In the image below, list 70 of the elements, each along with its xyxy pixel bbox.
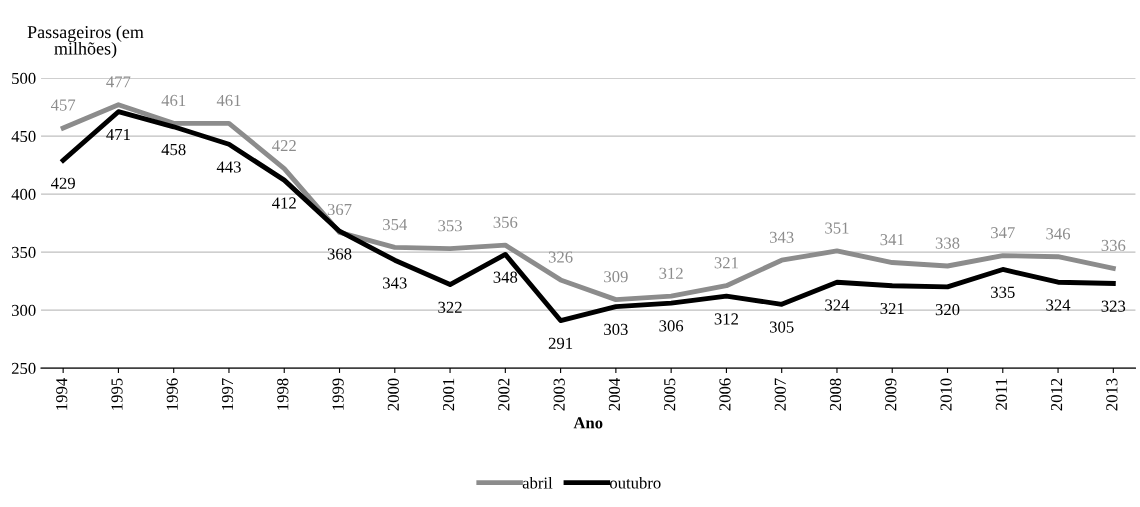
x-tick-label: 2000 [387, 378, 399, 411]
data-label: 458 [161, 143, 186, 156]
y-tick-label: 450 [11, 130, 36, 143]
legend-label: abril [522, 476, 553, 489]
x-tick-label: 2002 [498, 378, 510, 411]
data-label: 305 [769, 321, 794, 333]
data-label: 477 [106, 76, 131, 88]
x-tick-label: 2004 [608, 378, 621, 411]
y-tick-label: 300 [11, 304, 36, 317]
legend-label: outubro [609, 476, 661, 489]
data-label: 353 [438, 220, 462, 232]
data-label: 323 [1101, 300, 1126, 312]
x-tick-label: 1997 [221, 378, 234, 410]
data-label: 348 [493, 271, 518, 283]
data-label: 412 [272, 197, 296, 209]
data-label: 320 [935, 304, 960, 316]
x-tick-label: 2012 [1050, 378, 1063, 411]
y-axis-title: Passageiros (em milhões) [27, 25, 144, 59]
x-tick-label: 2010 [940, 378, 952, 411]
x-tick-label: 2005 [664, 378, 676, 411]
data-label: 341 [880, 234, 904, 246]
data-label: 443 [216, 161, 241, 173]
data-label: 347 [991, 227, 1015, 239]
data-label: 321 [714, 257, 738, 269]
x-tick-label: 2006 [719, 378, 731, 411]
data-label: 457 [50, 99, 76, 111]
data-label: 367 [327, 203, 352, 216]
data-label: 312 [659, 267, 683, 279]
x-tick-label: 2008 [829, 378, 842, 411]
x-tick-label: 1996 [166, 378, 178, 410]
x-tick-label: 1994 [56, 378, 68, 410]
data-label: 322 [438, 301, 462, 313]
data-label: 312 [714, 313, 738, 325]
x-tick-label: 1999 [332, 378, 344, 410]
data-label: 368 [327, 248, 352, 260]
data-label: 303 [604, 323, 628, 335]
y-tick-label: 500 [12, 72, 36, 85]
x-axis-title: Ano [573, 417, 603, 429]
data-label: 291 [548, 337, 573, 349]
data-label: 354 [383, 218, 408, 231]
data-label: 356 [493, 216, 518, 228]
data-label: 321 [880, 302, 904, 315]
data-label: 343 [769, 231, 794, 243]
y-tick-label: 350 [11, 246, 36, 259]
x-tick-label: 2003 [553, 378, 565, 411]
data-label: 351 [825, 222, 849, 234]
data-label: 338 [935, 237, 960, 249]
data-label: 471 [106, 128, 130, 140]
x-tick-label: 2009 [885, 378, 897, 411]
y-tick-label: 250 [11, 362, 36, 375]
data-label: 335 [991, 286, 1015, 298]
x-tick-label: 2007 [774, 378, 786, 411]
data-label: 336 [1101, 239, 1126, 252]
data-label: 461 [161, 94, 186, 107]
data-label: 309 [604, 271, 628, 283]
x-tick-label: 1998 [277, 378, 289, 410]
y-tick-label: 400 [11, 188, 36, 201]
data-label: 422 [272, 140, 296, 152]
data-label: 326 [548, 251, 573, 263]
x-tick-label: 2011 [995, 378, 1007, 410]
x-tick-label: 1995 [111, 378, 123, 410]
data-label: 429 [50, 177, 75, 189]
data-label: 324 [825, 299, 850, 311]
data-label: 461 [216, 94, 241, 107]
data-label: 324 [1046, 299, 1071, 311]
x-tick-label: 2001 [442, 378, 455, 411]
x-tick-label: 2013 [1106, 378, 1118, 411]
data-label: 346 [1046, 228, 1071, 240]
data-label: 343 [383, 277, 407, 289]
data-label: 306 [659, 320, 684, 332]
